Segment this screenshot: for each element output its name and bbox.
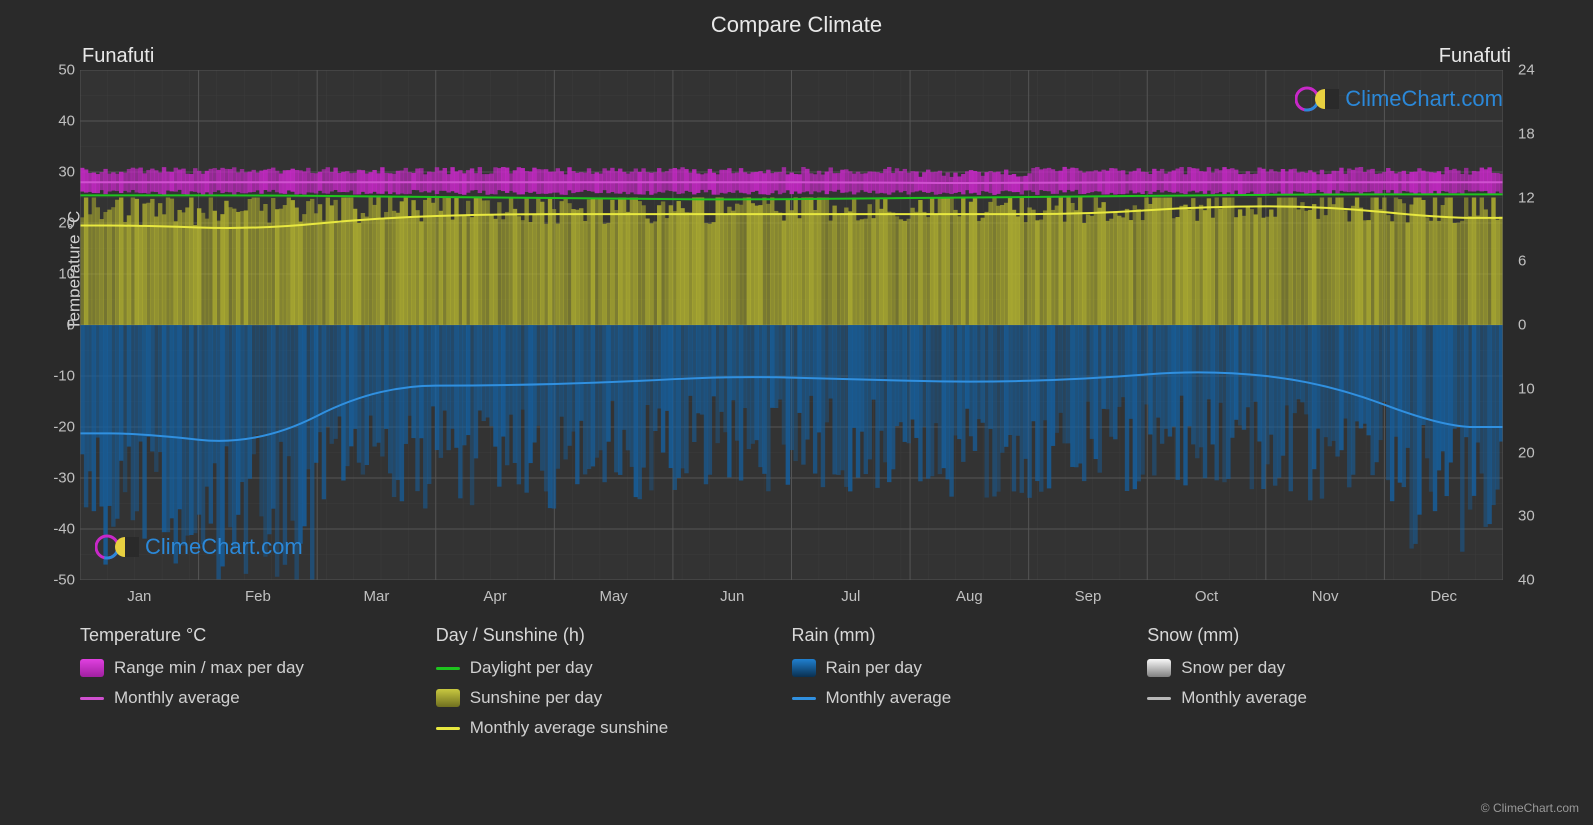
legend-item: Monthly average	[792, 688, 1148, 708]
swatch-daylight	[436, 667, 460, 670]
watermark-text: ClimeChart.com	[1345, 86, 1503, 112]
swatch-rain-monthly	[792, 697, 816, 700]
swatch-sunshine	[436, 689, 460, 707]
legend-item: Rain per day	[792, 658, 1148, 678]
y-ticks-left: 50403020100-10-20-30-40-50	[40, 70, 75, 580]
x-ticks: JanFebMarAprMayJunJulAugSepOctNovDec	[80, 588, 1503, 608]
logo-icon	[95, 533, 139, 561]
legend-col-rain: Rain (mm) Rain per day Monthly average	[792, 625, 1148, 748]
legend-item: Sunshine per day	[436, 688, 792, 708]
legend-col-sunshine: Day / Sunshine (h) Daylight per day Suns…	[436, 625, 792, 748]
plot-svg	[80, 70, 1503, 580]
logo-icon	[1295, 85, 1339, 113]
legend-item: Monthly average sunshine	[436, 718, 792, 738]
legend-item: Monthly average	[80, 688, 436, 708]
legend-item: Daylight per day	[436, 658, 792, 678]
watermark-top: ClimeChart.com	[1295, 85, 1503, 113]
swatch-snow-monthly	[1147, 697, 1171, 700]
copyright: © ClimeChart.com	[1481, 801, 1579, 815]
swatch-temp-range	[80, 659, 104, 677]
legend-item: Range min / max per day	[80, 658, 436, 678]
legend-item: Snow per day	[1147, 658, 1503, 678]
legend-col-temperature: Temperature °C Range min / max per day M…	[80, 625, 436, 748]
legend-header: Temperature °C	[80, 625, 436, 646]
y-ticks-right: 2418126010203040	[1518, 70, 1553, 580]
legend-header: Snow (mm)	[1147, 625, 1503, 646]
legend-item: Monthly average	[1147, 688, 1503, 708]
climate-chart: Compare Climate Funafuti Funafuti Temper…	[0, 0, 1593, 825]
plot-area	[80, 70, 1503, 580]
legend: Temperature °C Range min / max per day M…	[80, 625, 1503, 748]
legend-header: Day / Sunshine (h)	[436, 625, 792, 646]
watermark-text: ClimeChart.com	[145, 534, 303, 560]
swatch-sunshine-monthly	[436, 727, 460, 730]
swatch-snow	[1147, 659, 1171, 677]
swatch-temp-monthly	[80, 697, 104, 700]
legend-header: Rain (mm)	[792, 625, 1148, 646]
y-axis-right-bottom-label: Rain / Snow (mm)	[788, 0, 806, 65]
legend-col-snow: Snow (mm) Snow per day Monthly average	[1147, 625, 1503, 748]
watermark-bottom: ClimeChart.com	[95, 533, 303, 561]
swatch-rain	[792, 659, 816, 677]
location-label-right: Funafuti	[1439, 45, 1511, 68]
location-label-left: Funafuti	[82, 45, 154, 68]
